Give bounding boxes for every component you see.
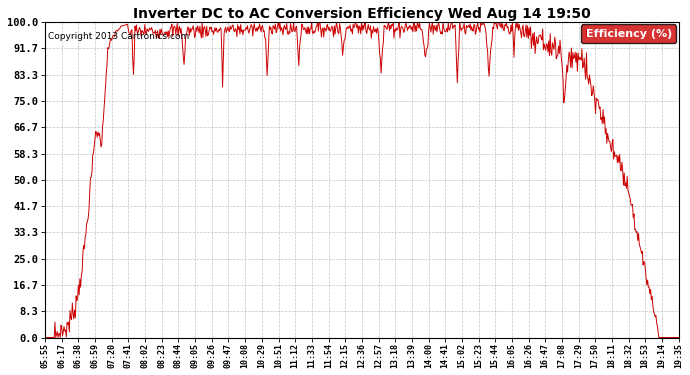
Text: Copyright 2013 Cartronics.com: Copyright 2013 Cartronics.com xyxy=(48,32,190,40)
Legend: Efficiency (%): Efficiency (%) xyxy=(581,24,676,43)
Title: Inverter DC to AC Conversion Efficiency Wed Aug 14 19:50: Inverter DC to AC Conversion Efficiency … xyxy=(133,7,591,21)
